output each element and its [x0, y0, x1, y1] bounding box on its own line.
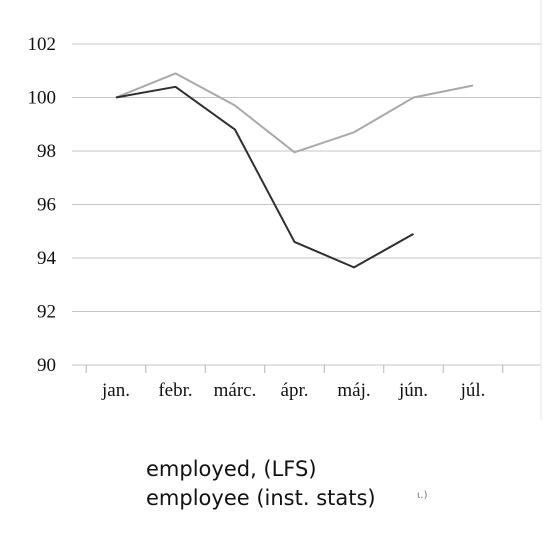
x-tick-label: ápr.: [281, 380, 309, 401]
x-tick-label: febr.: [158, 380, 192, 401]
y-tick-label: 96: [37, 195, 56, 216]
series-line-employed-lfs: [115, 85, 414, 269]
y-tick-label: 100: [28, 88, 57, 109]
legend-item-employee-inst-stats: employee (inst. stats): [146, 486, 376, 510]
y-tick-label: 102: [28, 34, 57, 55]
y-tick-label: 90: [37, 355, 56, 376]
legend-item-employed-lfs: employed, (LFS): [146, 457, 317, 481]
x-tick-label: máj.: [337, 380, 370, 401]
x-tick-label: márc.: [214, 380, 257, 401]
line-chart: 102 100 98 96 94 92 90 jan. febr. márc. ápr. máj. jú…: [28, 0, 542, 420]
y-tick-label: 92: [37, 302, 56, 323]
legend: employed, (LFS) employee (inst. stats): [146, 455, 376, 513]
x-tick-label: jan.: [101, 380, 130, 401]
stray-mark-text: ι.): [417, 490, 428, 501]
series-line-employee-inst-stats: [115, 72, 474, 154]
y-tick-label: 94: [37, 248, 57, 269]
x-tick-label: júl.: [460, 380, 486, 401]
x-tick-label: jún.: [398, 380, 428, 401]
y-tick-label: 98: [37, 141, 56, 162]
